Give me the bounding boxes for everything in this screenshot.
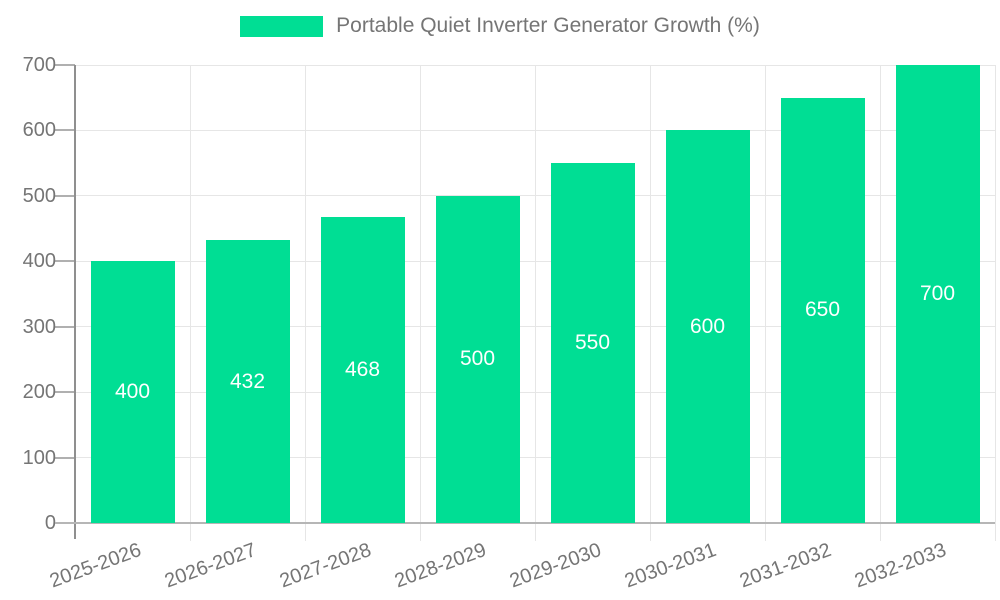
y-axis-tick xyxy=(55,129,75,132)
bar-value-label: 650 xyxy=(804,298,841,322)
x-axis-line xyxy=(55,522,995,524)
y-axis-tick xyxy=(55,260,75,263)
bar-value-label: 550 xyxy=(574,331,611,355)
x-gridline xyxy=(534,65,536,541)
bar-value-label: 500 xyxy=(459,347,496,371)
y-axis-tick xyxy=(55,194,75,197)
x-gridline xyxy=(419,65,421,541)
bar-value-label: 400 xyxy=(114,380,151,404)
y-axis-label: 300 xyxy=(22,315,56,338)
bar[interactable] xyxy=(435,195,520,523)
y-axis-tick xyxy=(55,325,75,328)
legend-label: Portable Quiet Inverter Generator Growth… xyxy=(336,14,760,37)
bar[interactable] xyxy=(320,216,405,523)
bar[interactable] xyxy=(550,163,635,523)
x-axis-label: 2030-2031 xyxy=(621,539,720,593)
legend-swatch xyxy=(240,15,324,37)
y-axis-label: 400 xyxy=(22,250,56,273)
x-axis-label: 2029-2030 xyxy=(506,539,605,593)
bar[interactable] xyxy=(895,65,980,523)
bar-value-label: 700 xyxy=(919,282,956,305)
bar[interactable] xyxy=(205,240,290,523)
x-gridline xyxy=(879,65,881,541)
y-axis-tick xyxy=(55,456,75,459)
y-axis-label: 500 xyxy=(22,184,56,207)
x-axis-label: 2028-2029 xyxy=(391,539,490,593)
y-axis-line xyxy=(73,65,76,539)
bar-value-label: 468 xyxy=(344,357,381,381)
x-gridline xyxy=(994,65,996,541)
y-axis-label: 100 xyxy=(22,446,56,469)
x-gridline xyxy=(764,65,766,541)
y-axis-label: 200 xyxy=(22,381,56,404)
x-axis-label: 2027-2028 xyxy=(276,539,375,593)
bar-value-label: 432 xyxy=(229,369,266,393)
x-gridline xyxy=(189,65,191,541)
bar[interactable] xyxy=(665,130,750,523)
legend[interactable]: Portable Quiet Inverter Generator Growth… xyxy=(0,14,1000,38)
y-axis-label: 0 xyxy=(44,512,56,534)
x-axis-label: 2025-2026 xyxy=(46,539,145,593)
y-axis-label: 700 xyxy=(22,54,56,76)
y-axis-tick xyxy=(55,64,75,66)
x-axis-label: 2032-2033 xyxy=(851,539,950,593)
x-gridline xyxy=(649,65,651,541)
bar[interactable] xyxy=(780,97,865,523)
x-axis-label: 2026-2027 xyxy=(161,539,260,593)
bar-value-label: 600 xyxy=(689,314,726,338)
x-axis-label: 2031-2032 xyxy=(736,539,835,593)
x-gridline xyxy=(304,65,306,541)
bar[interactable] xyxy=(90,261,175,523)
y-axis-label: 600 xyxy=(22,119,56,142)
y-axis-tick xyxy=(55,391,75,394)
